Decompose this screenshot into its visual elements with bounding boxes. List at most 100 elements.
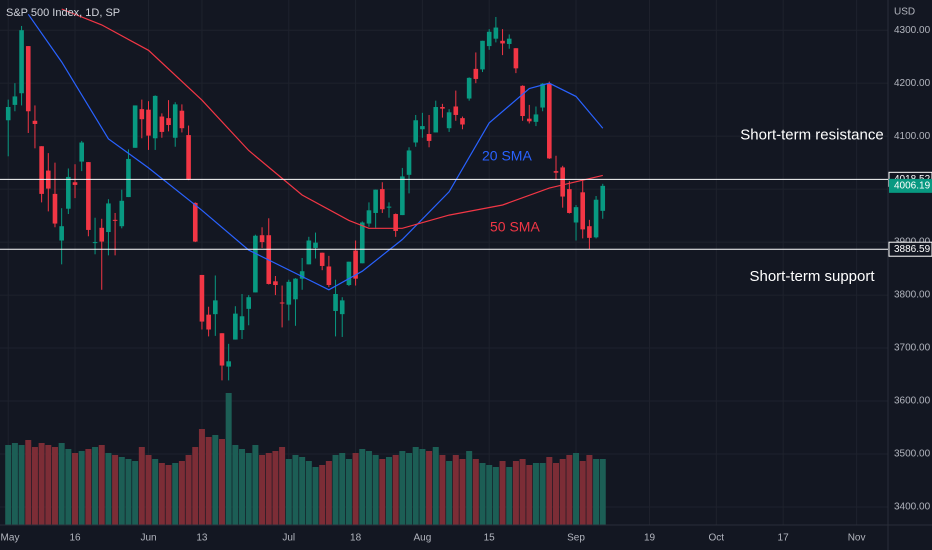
volume-bar <box>245 453 252 525</box>
x-tick-label: 19 <box>644 533 656 544</box>
candle-body <box>59 226 64 241</box>
candle-body <box>453 106 459 115</box>
volume-bar <box>466 451 473 525</box>
volume-bar <box>118 457 125 525</box>
volume-bar <box>225 393 232 525</box>
volume-bar <box>305 461 312 525</box>
candle-body <box>400 176 405 216</box>
volume-bar <box>252 445 259 525</box>
volume-bar <box>559 459 566 525</box>
candle-body <box>593 199 599 238</box>
candle-body <box>19 30 24 94</box>
y-tick-label: 4200.00 <box>894 78 931 89</box>
candle-body <box>473 68 479 79</box>
volume-bar <box>573 453 580 525</box>
candle-body <box>179 110 185 129</box>
volume-bar <box>479 463 486 525</box>
candle-body <box>440 107 445 109</box>
volume-bar <box>172 463 179 525</box>
volume-bar <box>18 445 25 525</box>
candle-body <box>333 294 338 311</box>
volume-bar <box>432 447 439 525</box>
candle-body <box>246 297 252 309</box>
candle-body <box>25 46 31 112</box>
candle-body <box>52 193 58 224</box>
volume-bar <box>31 447 38 525</box>
candle-body <box>192 202 198 242</box>
candle-body <box>146 109 151 136</box>
volume-bar <box>218 439 225 525</box>
volume-bar <box>185 455 192 525</box>
volume-bar <box>419 449 426 525</box>
candle-body <box>386 206 392 208</box>
x-tick-label: May <box>1 533 20 544</box>
volume-bar <box>319 465 326 525</box>
candle-body <box>213 300 218 315</box>
chart-title: S&P 500 Index, 1D, SP <box>6 7 120 19</box>
candle-body <box>92 242 98 244</box>
candle-body <box>286 281 292 305</box>
candle-body <box>359 222 365 264</box>
x-tick-label: 18 <box>350 533 362 544</box>
x-tick-label: Jun <box>140 533 156 544</box>
candle-body <box>319 252 325 266</box>
candle-body <box>126 158 131 198</box>
candle-body <box>553 171 559 173</box>
level-label: Short-term resistance <box>740 126 883 143</box>
volume-bar <box>38 443 45 525</box>
volume-bar <box>165 465 172 525</box>
volume-bar <box>72 453 79 525</box>
volume-bar <box>132 461 139 525</box>
candle-body <box>166 118 171 126</box>
volume-bar <box>125 459 132 525</box>
volume-bar <box>599 459 606 525</box>
volume-bar <box>352 453 359 525</box>
volume-bar <box>392 455 399 525</box>
x-tick-label: 15 <box>484 533 496 544</box>
candle-body <box>106 203 111 233</box>
y-tick-label: 3400.00 <box>894 502 931 513</box>
volume-bar <box>138 447 145 525</box>
volume-bar <box>105 453 112 525</box>
candle-body <box>533 114 539 122</box>
x-tick-label: 16 <box>69 533 81 544</box>
volume-bar <box>92 447 99 525</box>
level-price: 3886.59 <box>894 244 931 255</box>
x-tick-label: Nov <box>848 533 866 544</box>
volume-bar <box>593 459 600 525</box>
candle-body <box>119 200 125 227</box>
candle-body <box>460 118 465 125</box>
volume-bar <box>98 445 105 525</box>
candle-body <box>219 333 225 366</box>
volume-bar <box>332 455 339 525</box>
volume-bar <box>372 455 379 525</box>
candle-body <box>520 85 525 117</box>
volume-bar <box>78 451 85 525</box>
volume-bar <box>539 463 546 525</box>
volume-bar <box>192 447 199 525</box>
volume-bar <box>299 457 306 525</box>
candle-body <box>426 134 432 141</box>
candle-body <box>306 240 312 265</box>
volume-bar <box>25 440 32 525</box>
volume-bar <box>412 447 419 525</box>
candle-body <box>353 250 358 279</box>
volume-bar <box>519 459 526 525</box>
y-tick-label: 3600.00 <box>894 396 931 407</box>
candle-body <box>346 261 352 286</box>
sma-label: 20 SMA <box>482 148 532 164</box>
volume-bar <box>285 459 292 525</box>
volume-bar <box>512 461 519 525</box>
x-tick-label: Jul <box>282 533 295 544</box>
candle-body <box>132 105 138 148</box>
candle-body <box>560 167 565 197</box>
last-price-box <box>889 178 932 193</box>
candle-body <box>273 281 278 286</box>
candle-body <box>66 176 71 209</box>
volume-bar <box>232 445 239 525</box>
volume-bar <box>45 445 52 525</box>
candle-body <box>239 316 245 331</box>
candle-body <box>526 118 532 122</box>
candle-body <box>380 189 385 210</box>
